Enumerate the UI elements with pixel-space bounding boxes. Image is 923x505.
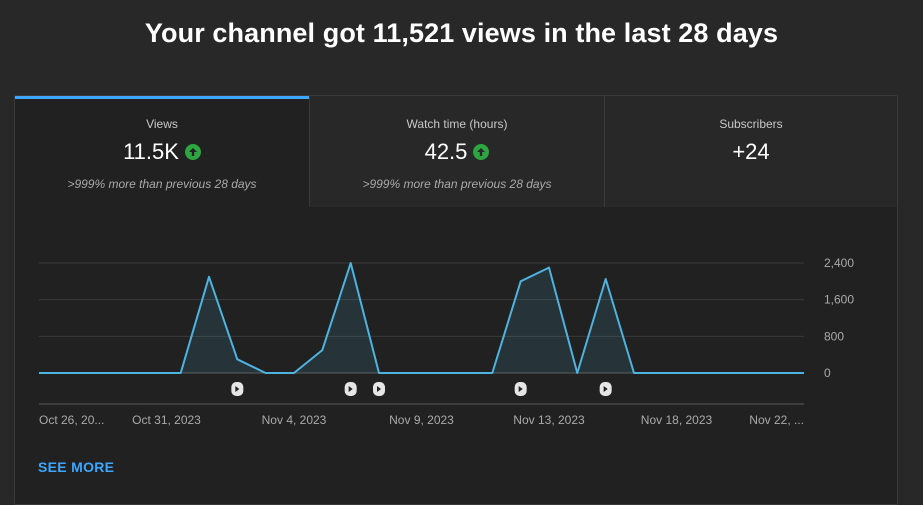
metric-value-row: +24	[605, 139, 897, 165]
x-tick-label: Nov 22, ...	[749, 413, 804, 427]
x-tick-label: Oct 26, 20...	[39, 413, 104, 427]
x-tick-label: Oct 31, 2023	[132, 413, 201, 427]
y-tick-label: 0	[824, 366, 831, 380]
metric-value: +24	[732, 139, 770, 164]
metric-value-row: 42.5	[310, 139, 604, 165]
x-tick-label: Nov 13, 2023	[513, 413, 585, 427]
x-tick-label: Nov 4, 2023	[262, 413, 327, 427]
shorts-icon[interactable]	[514, 382, 527, 396]
see-more-link[interactable]: SEE MORE	[38, 459, 115, 475]
tab-views[interactable]: Views 11.5K >999% more than previous 28 …	[15, 96, 309, 207]
metric-comparison: >999% more than previous 28 days	[67, 177, 257, 191]
views-chart: 0 800 1,600 2,400 Oct 26, 20... Oct 31, 2023 N…	[39, 256, 854, 427]
y-tick-label: 2,400	[824, 256, 854, 270]
shorts-icon[interactable]	[231, 382, 244, 396]
metric-value: 42.5	[424, 139, 468, 164]
shorts-icon[interactable]	[599, 382, 612, 396]
arrow-up-icon	[473, 144, 490, 160]
page-headline: Your channel got 11,521 views in the las…	[144, 18, 779, 48]
y-tick-label: 1,600	[824, 293, 854, 307]
analytics-card: Views 11.5K >999% more than previous 28 …	[14, 95, 898, 505]
metric-comparison: >999% more than previous 28 days	[362, 177, 552, 191]
y-tick-label: 800	[824, 329, 844, 343]
tab-watch-time[interactable]: Watch time (hours) 42.5 >999% more than …	[309, 96, 604, 207]
metric-value: 11.5K	[123, 139, 179, 164]
metric-tabs: Views 11.5K >999% more than previous 28 …	[15, 96, 897, 208]
tab-subscribers[interactable]: Subscribers +24	[604, 96, 897, 207]
views-line	[39, 262, 804, 374]
arrow-up-icon	[184, 144, 201, 160]
x-tick-label: Nov 9, 2023	[389, 413, 454, 427]
views-area	[39, 263, 804, 373]
metric-label: Watch time (hours)	[406, 117, 508, 131]
metric-label: Subscribers	[719, 117, 783, 131]
metric-label: Views	[146, 117, 178, 131]
shorts-icon[interactable]	[344, 382, 357, 396]
metric-value-row: 11.5K	[15, 139, 309, 165]
active-tab-indicator	[15, 96, 309, 99]
x-tick-label: Nov 18, 2023	[641, 413, 713, 427]
shorts-icon[interactable]	[373, 382, 385, 396]
